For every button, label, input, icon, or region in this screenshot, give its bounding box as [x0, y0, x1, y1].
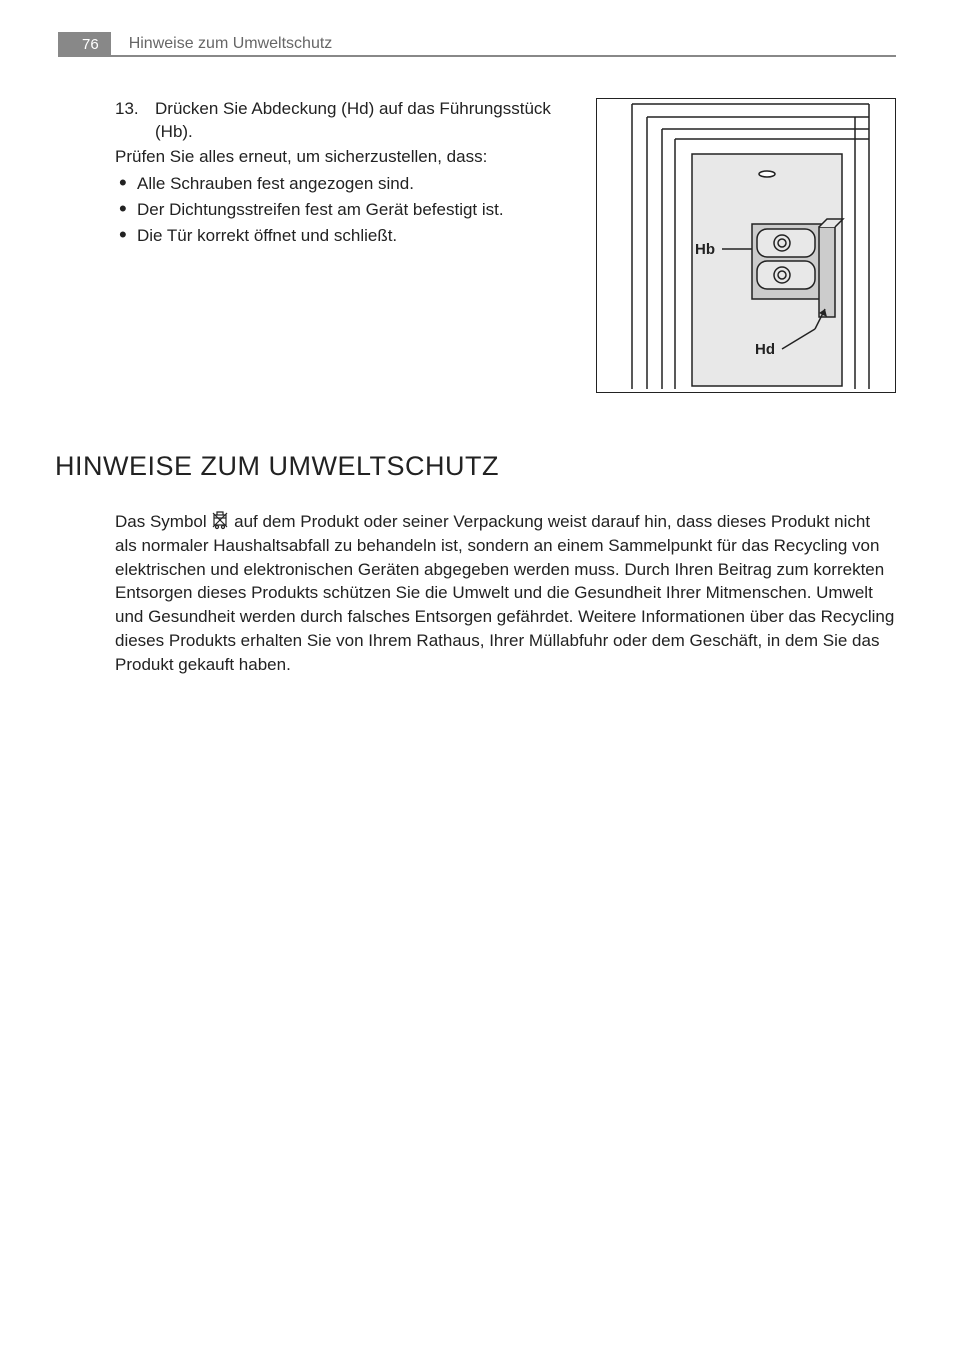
bullet-item: Die Tür korrekt öffnet und schließt.	[115, 225, 576, 248]
step-number: 13.	[115, 98, 155, 144]
assembly-diagram: Hb Hd	[596, 98, 896, 393]
env-text-after: auf dem Produkt oder seiner Verpackung w…	[115, 512, 894, 674]
step-item: 13. Drücken Sie Abdeckung (Hd) auf das F…	[115, 98, 576, 144]
content: 13. Drücken Sie Abdeckung (Hd) auf das F…	[115, 98, 896, 677]
diagram-label-hb: Hb	[695, 241, 715, 258]
weee-icon	[211, 510, 229, 530]
page-number: 76	[58, 32, 111, 56]
instruction-row: 13. Drücken Sie Abdeckung (Hd) auf das F…	[115, 98, 896, 393]
diagram-label-hd: Hd	[755, 341, 775, 358]
header-title: Hinweise zum Umweltschutz	[129, 35, 333, 53]
diagram-column: Hb Hd	[596, 98, 896, 393]
env-text-before: Das Symbol	[115, 512, 211, 531]
check-intro: Prüfen Sie alles erneut, um sicherzustel…	[115, 146, 576, 169]
environment-paragraph: Das Symbol auf dem Produkt oder seiner V…	[115, 510, 896, 677]
section-heading: HINWEISE ZUM UMWELTSCHUTZ	[55, 451, 896, 482]
check-bullets: Alle Schrauben fest angezogen sind. Der …	[115, 173, 576, 248]
bullet-item: Der Dichtungsstreifen fest am Gerät befe…	[115, 199, 576, 222]
diagram-svg: Hb Hd	[597, 99, 897, 394]
instruction-text-column: 13. Drücken Sie Abdeckung (Hd) auf das F…	[115, 98, 576, 393]
page-number-text: 76	[82, 36, 99, 53]
step-text: Drücken Sie Abdeckung (Hd) auf das Führu…	[155, 98, 576, 144]
page-header: 76 Hinweise zum Umweltschutz	[58, 33, 896, 57]
bullet-item: Alle Schrauben fest angezogen sind.	[115, 173, 576, 196]
